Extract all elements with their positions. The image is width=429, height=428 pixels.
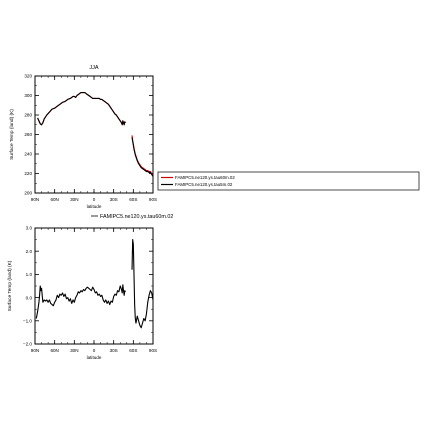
x-tick-label: 60N xyxy=(50,348,58,353)
x-tick-label: 0 xyxy=(93,197,96,202)
x-axis-label: latitude xyxy=(87,204,102,209)
bottom-legend: FAMIPC5.ne120.ys.tau60m.02 xyxy=(91,214,173,220)
series-line xyxy=(37,92,126,126)
top-legend: FAMIPC5.ne120.ys.tau60m.02 FAMIPC5.ne120.… xyxy=(157,171,420,191)
x-tick-label: 60N xyxy=(50,197,58,202)
y-tick-label: −1.0 xyxy=(23,319,33,324)
x-tick-label: 30S xyxy=(110,348,118,353)
x-tick-label: 90S xyxy=(149,197,157,202)
y-axis-label: Surface Temp (land) (K) xyxy=(9,109,15,160)
y-tick-label: 300 xyxy=(24,93,32,98)
y-tick-label: 220 xyxy=(24,171,32,176)
y-tick-label: 1.0 xyxy=(26,272,33,277)
x-tick-label: 60S xyxy=(129,197,137,202)
y-tick-label: −2.0 xyxy=(23,342,33,347)
legend-entry: FAMIPC5.ne120.ys.tau5m.02 xyxy=(175,182,233,187)
x-tick-label: 90N xyxy=(31,348,39,353)
x-tick-label: 90N xyxy=(31,197,39,202)
y-tick-label: 200 xyxy=(24,191,32,196)
x-tick-label: 90S xyxy=(149,348,157,353)
legend-entry: FAMIPC5.ne120.ys.tau60m.02 xyxy=(175,175,235,180)
plot-frame xyxy=(34,75,154,194)
plot-frame xyxy=(34,227,154,345)
bottom-chart: 90N 60N 30N 0 30S 60S 90S −2.0 −1.0 0.0 1.0 2.0 3.0 l… xyxy=(7,226,157,360)
y-tick-label: 280 xyxy=(24,113,32,118)
series-line xyxy=(37,92,126,126)
x-tick-label: 60S xyxy=(129,348,137,353)
x-tick-label: 30S xyxy=(110,197,118,202)
x-tick-label: 30N xyxy=(70,348,78,353)
series-line xyxy=(131,239,154,329)
y-tick-label: 260 xyxy=(24,132,32,137)
y-tick-label: 320 xyxy=(24,74,32,79)
top-chart: 90N 60N 30N 0 30S 60S 90S 200 220 240 260 280 300 320… xyxy=(9,65,157,209)
legend-entry: FAMIPC5.ne120.ys.tau60m.02 xyxy=(100,214,173,220)
series-line xyxy=(35,284,126,319)
y-tick-label: 0.0 xyxy=(26,295,33,300)
y-tick-label: 3.0 xyxy=(26,226,33,231)
chart-title: JJA xyxy=(89,65,99,71)
series-line xyxy=(131,137,154,177)
y-tick-label: 240 xyxy=(24,152,32,157)
legend-box xyxy=(157,171,420,191)
x-tick-label: 30N xyxy=(70,197,78,202)
y-axis-label: Surface Temp (land) (K) xyxy=(7,260,13,311)
x-tick-label: 0 xyxy=(93,348,96,353)
y-tick-label: 2.0 xyxy=(26,249,33,254)
x-axis-label: latitude xyxy=(87,355,102,360)
